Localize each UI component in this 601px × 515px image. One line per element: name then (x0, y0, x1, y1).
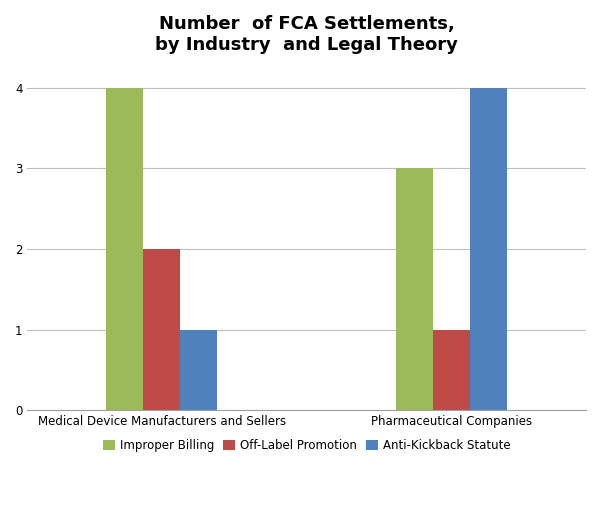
Bar (106, 88, 143, 410)
Legend: Improper Billing, Off-Label Promotion, Anti-Kickback Statute: Improper Billing, Off-Label Promotion, A… (99, 434, 515, 456)
Bar (143, 249, 180, 410)
Bar (180, 330, 217, 410)
Bar (470, 88, 507, 410)
Bar (396, 168, 433, 410)
Title: Number  of FCA Settlements,
by Industry  and Legal Theory: Number of FCA Settlements, by Industry a… (155, 15, 458, 54)
Bar (433, 330, 470, 410)
